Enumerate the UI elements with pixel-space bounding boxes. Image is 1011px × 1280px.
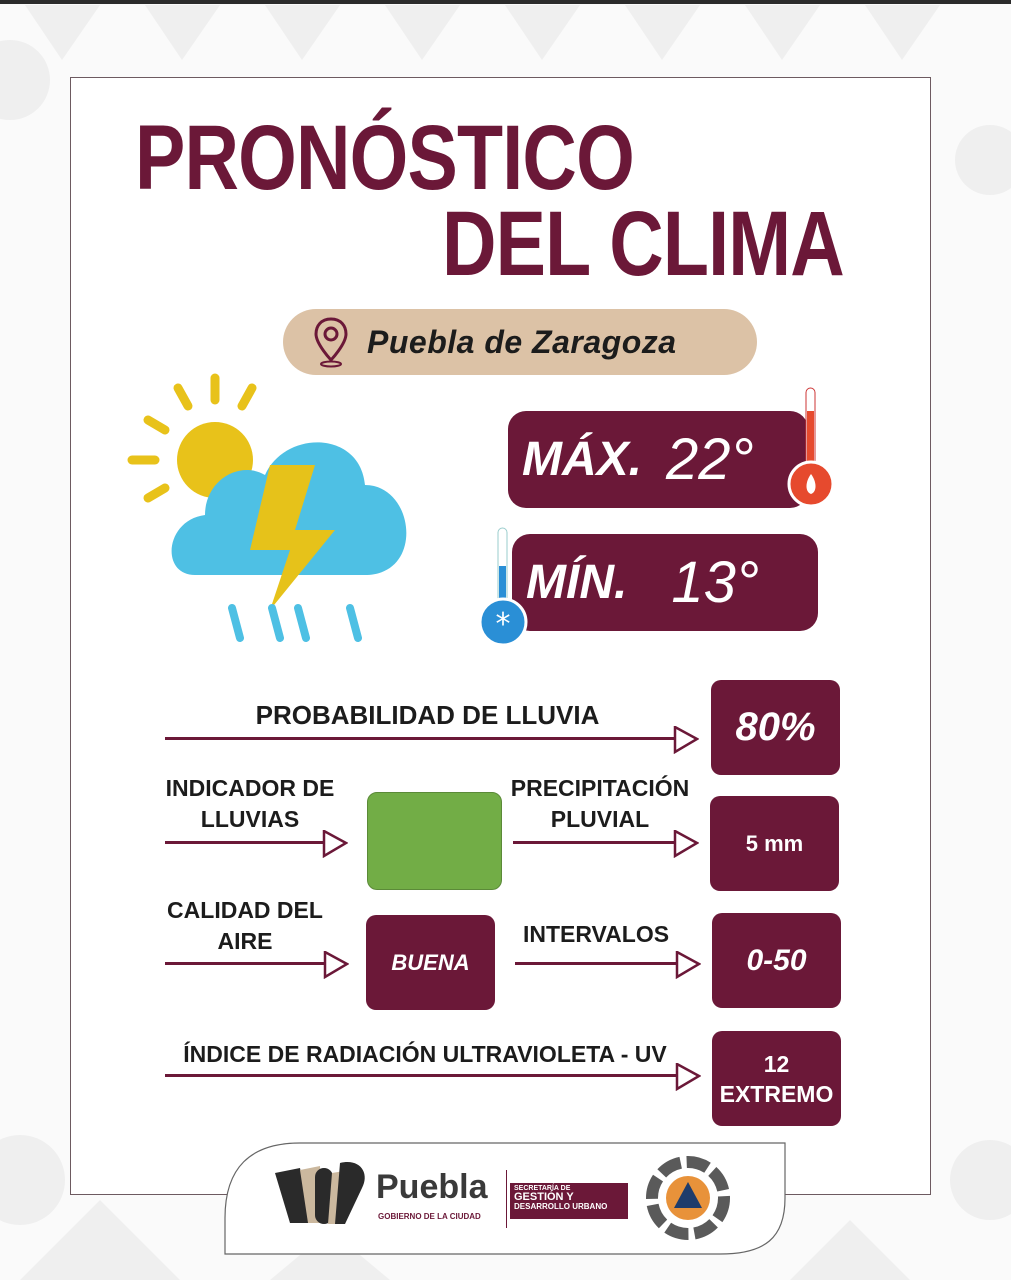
puebla-brand: Puebla (376, 1168, 488, 1206)
min-temp-label: MÍN. (526, 556, 628, 609)
rain-probability-value: 80% (711, 680, 840, 775)
min-temp-value: 13° (671, 550, 760, 615)
precipitation-label-line2: PLUVIAL (550, 806, 650, 832)
footer-panel (224, 1142, 786, 1255)
civil-protection-logo (646, 1156, 730, 1240)
uv-value-level: EXTREMO (719, 1080, 834, 1107)
map-pin-icon (314, 317, 348, 368)
title-line1: PRONÓSTICO (135, 107, 635, 209)
svg-text:*: * (496, 607, 511, 642)
secretaria-line1: SECRETARÍA DE (514, 1185, 571, 1192)
rain-indicator-label-line2: LLUVIAS (200, 806, 300, 832)
arrow-icon (165, 830, 350, 858)
title-line2: DEL CLIMA (442, 193, 845, 295)
uv-label: ÍNDICE DE RADIACIÓN ULTRAVIOLETA - UV (183, 1041, 667, 1067)
intervals-value: 0-50 (712, 913, 841, 1008)
puebla-brand-sub: GOBIERNO DE LA CIUDAD (378, 1212, 481, 1221)
min-temp-pill: MÍN. 13° (512, 534, 818, 631)
arrow-icon (515, 951, 702, 979)
puebla-city-logo-art (275, 1162, 365, 1224)
precipitation-label: PRECIPITACIÓN PLUVIAL (500, 773, 700, 835)
air-quality-label: CALIDAD DEL AIRE (145, 895, 345, 957)
precipitation-label-line1: PRECIPITACIÓN (510, 775, 690, 801)
uv-value: 12 EXTREMO (712, 1031, 841, 1126)
air-quality-label-line2: AIRE (217, 928, 273, 954)
uv-value-number: 12 (763, 1050, 790, 1077)
rain-indicator-label: INDICADOR DE LLUVIAS (150, 773, 350, 835)
location-pill: Puebla de Zaragoza (283, 309, 757, 375)
rain-indicator-label-line1: INDICADOR DE (165, 775, 335, 801)
rain-probability-label: PROBABILIDAD DE LLUVIA (255, 700, 600, 730)
precipitation-value: 5 mm (710, 796, 839, 891)
secretaria-line2: GESTIÓN Y (514, 1191, 574, 1203)
arrow-icon (165, 951, 351, 979)
location-name: Puebla de Zaragoza (367, 323, 677, 360)
max-temp-pill: MÁX. 22° (508, 411, 808, 508)
air-quality-value: BUENA (366, 915, 495, 1010)
arrow-icon (165, 1063, 702, 1091)
air-quality-label-line1: CALIDAD DEL (167, 897, 323, 923)
storm-weather-icon (127, 373, 407, 642)
arrow-icon (165, 726, 700, 754)
max-temp-label: MÁX. (522, 433, 642, 486)
divider (506, 1170, 507, 1228)
cold-thermometer-icon: * (478, 527, 528, 647)
rain-indicator-swatch (367, 792, 502, 890)
secretaria-line3: DESARROLLO URBANO (514, 1202, 608, 1211)
intervals-label: INTERVALOS (522, 921, 670, 947)
top-bar (0, 0, 1011, 4)
arrow-icon (513, 830, 700, 858)
secretaria-logo: SECRETARÍA DE GESTIÓN Y DESARROLLO URBAN… (510, 1183, 628, 1219)
max-temp-value: 22° (666, 427, 754, 492)
hot-thermometer-icon (787, 387, 835, 508)
